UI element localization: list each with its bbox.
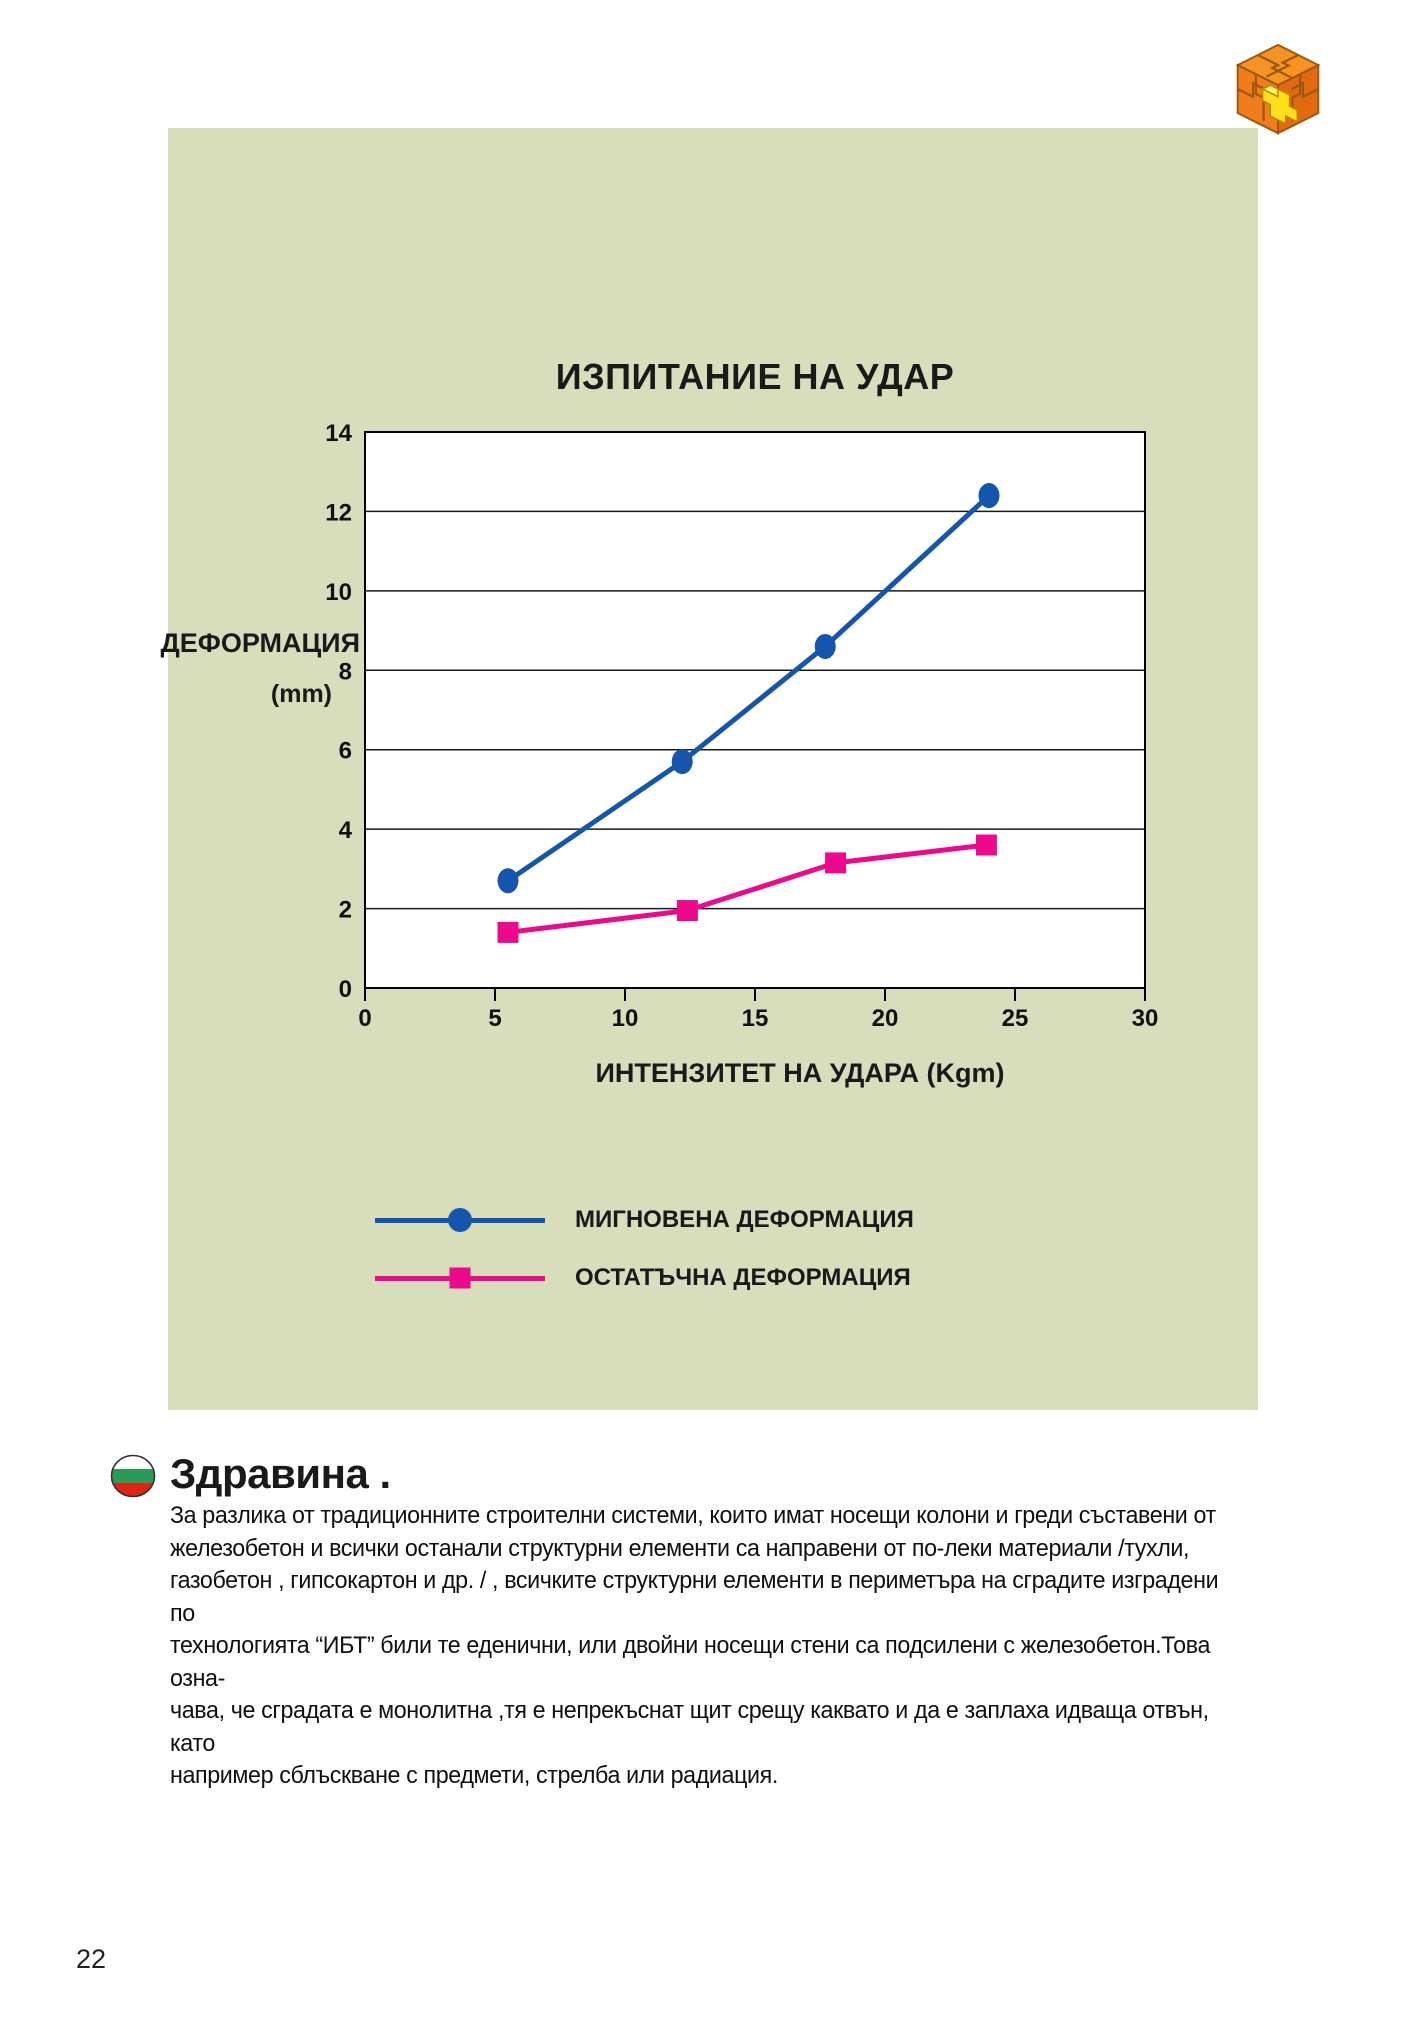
section-paragraph: За разлика от традиционните строителни с… <box>170 1502 1219 1789</box>
legend-line-residual <box>375 1267 545 1289</box>
bulgaria-flag-icon <box>110 1454 156 1498</box>
legend-item-residual-deformation: ОСТАТЪЧНА ДЕФОРМАЦИЯ <box>375 1261 911 1295</box>
x-axis-label: ИНТЕНЗИТЕТ НА УДАРА (Kgm) <box>595 1058 1005 1088</box>
puzzle-cube-logo-icon <box>1235 43 1321 135</box>
legend-label-instant: МИГНОВЕНА ДЕФОРМАЦИЯ <box>575 1206 914 1233</box>
legend-line-instant <box>375 1208 545 1232</box>
logo-yellow-piece <box>1261 87 1298 125</box>
legend-square-marker-icon <box>449 1267 471 1289</box>
y-axis-unit-label: (mm) <box>270 680 332 708</box>
y-axis-label: ДЕФОРМАЦИЯ <box>160 628 360 658</box>
page-number: 22 <box>76 1944 107 1974</box>
chart-title: ИЗПИТАНИЕ НА УДАР <box>555 356 955 397</box>
legend-label-residual: ОСТАТЪЧНА ДЕФОРМАЦИЯ <box>575 1264 911 1291</box>
section-heading: Здравина . <box>170 1450 391 1497</box>
legend-item-instant-deformation: МИГНОВЕНА ДЕФОРМАЦИЯ <box>375 1203 914 1237</box>
legend-circle-marker-icon <box>448 1208 472 1232</box>
